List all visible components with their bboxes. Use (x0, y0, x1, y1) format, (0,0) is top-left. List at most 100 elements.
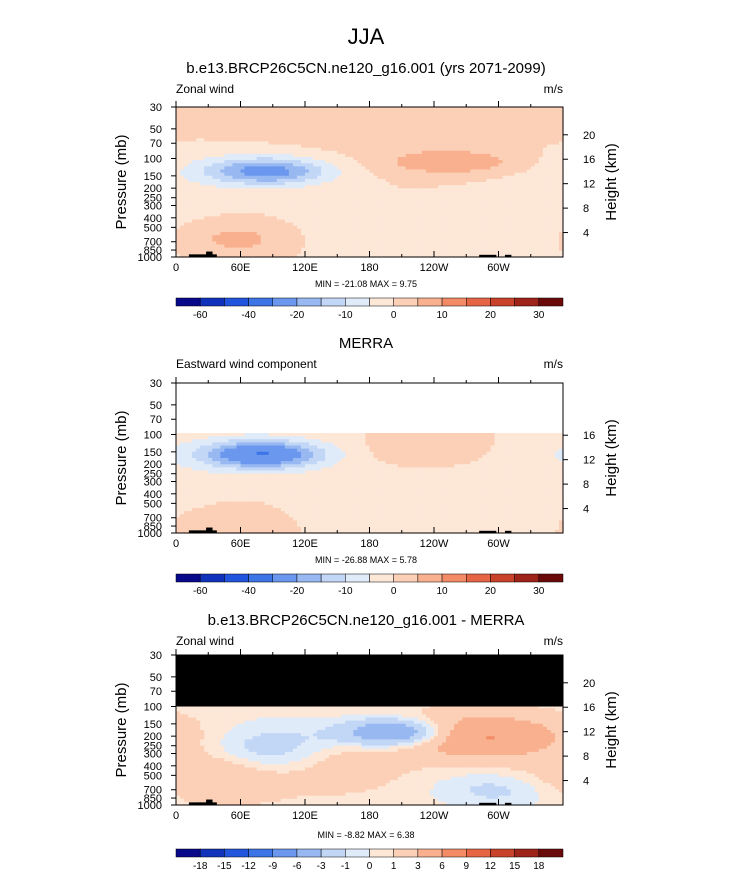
panel-title: MERRA (339, 335, 393, 352)
colorbar-swatch (490, 848, 515, 858)
y-tick-label: 500 (144, 498, 162, 510)
topography (504, 802, 512, 805)
colorbar-label: 10 (437, 310, 449, 321)
colorbar-label: 10 (437, 586, 449, 597)
colorbar-label: -40 (241, 310, 256, 321)
topography (479, 530, 497, 533)
colorbar-label: -15 (217, 861, 232, 872)
colorbar-swatch (320, 573, 346, 583)
colorbar-swatch (272, 297, 298, 307)
y-tick-label: 100 (144, 430, 162, 442)
y-tick-label: 400 (144, 489, 162, 501)
min-max-label: MIN = -8.82 MAX = 6.38 (317, 830, 414, 840)
colorbar-swatch (296, 848, 322, 858)
height-tick-label: 20 (583, 130, 595, 142)
colorbar-label: 20 (485, 310, 497, 321)
y-axis-title: Pressure (mb) (113, 410, 130, 505)
y-tick-label: 400 (144, 761, 162, 773)
colorbar-swatch (248, 848, 273, 858)
y-tick-label: 250 (144, 469, 162, 481)
colorbar-swatch (466, 573, 491, 583)
y-tick-label: 300 (144, 200, 162, 212)
colorbar-swatch (199, 297, 225, 307)
colorbar-swatch (175, 848, 201, 858)
colorbar-label: -10 (338, 310, 353, 321)
x-tick-label: 120E (292, 810, 318, 822)
colorbar-swatch (320, 297, 346, 307)
height-tick-label: 12 (583, 727, 595, 739)
height-tick-label: 12 (583, 455, 595, 467)
y-tick-label: 850 (144, 793, 162, 805)
panel-title: b.e13.BRCP26C5CN.ne120_g16.001 - MERRA (208, 612, 525, 629)
x-tick-label: 60W (487, 538, 510, 550)
colorbar-label: -6 (292, 861, 301, 872)
colorbar-label: 0 (367, 861, 373, 872)
y-tick-label: 1000 (138, 528, 162, 540)
colorbar-label: -9 (268, 861, 277, 872)
colorbar-label: 30 (533, 310, 545, 321)
x-tick-label: 60W (487, 810, 510, 822)
colorbar-label: -40 (241, 586, 256, 597)
figure-title: JJA (348, 24, 385, 49)
colorbar-label: 9 (463, 861, 469, 872)
height-tick-label: 8 (583, 203, 589, 215)
y-tick-label: 30 (150, 650, 162, 662)
colorbar-label: -3 (317, 861, 326, 872)
height-tick-label: 8 (583, 751, 589, 763)
colorbar-label: -12 (241, 861, 256, 872)
colorbar-swatch (466, 848, 491, 858)
colorbar-swatch (199, 573, 225, 583)
colorbar-1: -60 -40 -20 -10 0 10 20 30 (175, 297, 564, 321)
topography (188, 802, 217, 805)
x-tick-label: 0 (173, 810, 179, 822)
colorbar-label: -20 (290, 310, 305, 321)
panel-title: b.e13.BRCP26C5CN.ne120_g16.001 (yrs 2071… (186, 60, 545, 77)
colorbar-swatch (248, 573, 273, 583)
y-tick-label: 150 (144, 171, 162, 183)
height-tick-label: 12 (583, 179, 595, 191)
colorbar-swatch (441, 573, 467, 583)
y-tick-label: 70 (150, 686, 162, 698)
colorbar-label: -60 (193, 586, 208, 597)
y-axis-title: Pressure (mb) (113, 134, 130, 229)
y-tick-label: 100 (144, 702, 162, 714)
y-tick-label: 700 (144, 237, 162, 249)
x-tick-label: 120E (292, 262, 318, 274)
variable-label: Zonal wind (176, 634, 234, 648)
variable-label: Zonal wind (176, 82, 234, 96)
y-tick-label: 500 (144, 222, 162, 234)
colorbar-label: 3 (415, 861, 421, 872)
x-tick-label: 120W (420, 262, 449, 274)
colorbar-label: 1 (391, 861, 397, 872)
y-tick-label: 200 (144, 183, 162, 195)
colorbar-swatch (272, 573, 298, 583)
contour-field (176, 433, 564, 534)
y-tick-label: 300 (144, 476, 162, 488)
colorbar-3: -18 -15 -12 -9 -6 -3 -1 0 1 3 6 9 12 15 18 (175, 848, 564, 872)
x-tick-label: 60E (231, 810, 251, 822)
colorbar-swatch (224, 573, 249, 583)
colorbar-swatch (369, 297, 394, 307)
height-axis-title: Height (km) (603, 691, 620, 769)
y-tick-label: 30 (150, 378, 162, 390)
y-tick-label: 1000 (138, 800, 162, 812)
y-tick-label: 700 (144, 785, 162, 797)
colorbar-swatch (199, 848, 225, 858)
y-tick-label: 250 (144, 741, 162, 753)
colorbar-swatch (369, 573, 394, 583)
y-tick-label: 850 (144, 245, 162, 257)
topography (206, 527, 213, 533)
y-tick-label: 200 (144, 731, 162, 743)
height-tick-label: 16 (583, 430, 595, 442)
x-tick-label: 0 (173, 262, 179, 274)
colorbar-swatch (538, 848, 564, 858)
height-axis-title: Height (km) (603, 419, 620, 497)
colorbar-label: -1 (341, 861, 350, 872)
colorbar-label: -60 (193, 310, 208, 321)
colorbar-swatch (224, 848, 249, 858)
colorbar-label: 0 (391, 310, 397, 321)
topography (479, 254, 497, 257)
topography (188, 254, 217, 257)
colorbar-swatch (417, 573, 443, 583)
y-tick-label: 30 (150, 102, 162, 114)
